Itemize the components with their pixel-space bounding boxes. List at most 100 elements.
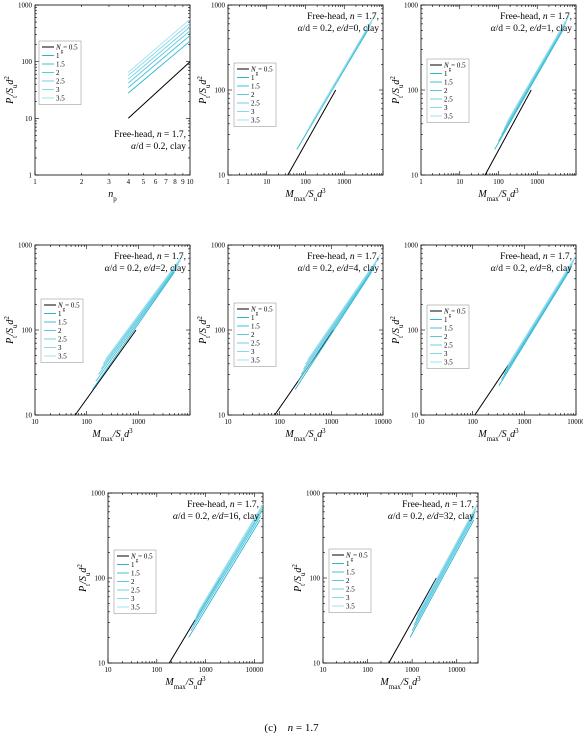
y-tick-label: 1000 (91, 490, 106, 498)
legend-label-2: 1 (346, 560, 350, 568)
x-tick-label: 10 (187, 178, 195, 186)
legend-label-4: 2 (251, 331, 255, 339)
x-tick-label: 1000 (405, 666, 420, 674)
y-tick-label: 1000 (18, 242, 33, 250)
x-axis-label: Mmax/Sud3 (164, 675, 206, 691)
series-line-7 (418, 503, 478, 613)
series-line-2 (92, 271, 175, 390)
series-line-7 (197, 503, 264, 613)
chart-panel-7: 10 100 1000 10000101001000Mmax/Sud3Pt/Sud2F… (76, 490, 264, 692)
series-line-3 (411, 515, 475, 631)
y-tick-label: 10 (218, 412, 226, 420)
series-line-3 (298, 267, 375, 382)
series-line-1 (74, 329, 137, 416)
annotation-line-2: α/d = 0.2, e/d=0, clay (298, 24, 380, 34)
series-line-3 (95, 267, 177, 382)
x-tick-label: 7 (164, 178, 168, 186)
x-tick-label: 100 (362, 666, 373, 674)
annotation-line-2: α/d = 0.2, e/d=32, clay (388, 512, 474, 522)
x-axis-label: Mmax/Sud3 (91, 427, 133, 443)
x-tick-label: 5 (142, 178, 146, 186)
x-tick-label: 10 (418, 418, 426, 426)
x-tick-label: 10 (263, 178, 271, 186)
legend-label-3: 1.5 (346, 568, 355, 576)
x-tick-label: 8 (173, 178, 177, 186)
x-axis-label: Mmax/Sud3 (284, 187, 326, 203)
y-tick-label: 1000 (306, 490, 321, 498)
series-line-2 (128, 40, 191, 94)
x-tick-label: 2 (80, 178, 84, 186)
legend-label-5: 2.5 (131, 586, 140, 594)
series-line-1 (287, 89, 337, 176)
legend-label-5: 2.5 (444, 341, 453, 349)
series-line-5 (100, 260, 181, 370)
legend-label-6: 3 (251, 108, 255, 116)
series-line-1 (127, 61, 191, 119)
annotation-line-1: Free-head, n = 1.7, (307, 252, 379, 262)
legend-label-5: 2.5 (56, 77, 65, 85)
legend-label-1: Ng= 0.5 (345, 551, 368, 562)
y-axis-label: Pt/Sud2 (76, 564, 92, 593)
y-tick-label: 10 (411, 172, 419, 180)
y-axis-label: Pt/Sud2 (196, 316, 212, 345)
chart-panel-4: 10 100 1000101001000Mmax/Sud3Pt/Sud2Free-h… (3, 242, 191, 443)
series-line-4 (98, 263, 179, 375)
plot-frame (34, 4, 191, 176)
series-line-2 (494, 30, 563, 150)
series-line-5 (303, 260, 378, 370)
legend-label-6: 3 (444, 350, 448, 358)
legend-label-3: 1.5 (444, 324, 453, 332)
x-tick-label: 1000 (324, 418, 339, 426)
series-line-3 (498, 26, 565, 142)
legend-label-7: 3.5 (56, 94, 65, 102)
legend-label-2: 1 (131, 561, 135, 569)
annotation-line-2: α/d = 0.2, e/d=16, clay (173, 512, 259, 522)
y-tick-label: 1000 (18, 2, 33, 10)
legend-label-7: 3.5 (251, 116, 260, 124)
x-tick-label: 10000 (374, 418, 392, 426)
series-line-7 (105, 253, 184, 360)
legend-label-6: 3 (444, 104, 448, 112)
y-tick-label: 100 (95, 575, 106, 583)
x-axis-label: Mmax/Sud3 (379, 675, 421, 691)
legend-label-4: 2 (251, 91, 255, 99)
x-tick-label: 100 (152, 666, 163, 674)
x-tick-label: 1000 (131, 418, 146, 426)
series-line-4 (413, 511, 476, 626)
legend-label-6: 3 (58, 344, 62, 352)
y-axis-label: Pt/Sud2 (389, 76, 405, 105)
legend-label-4: 2 (58, 327, 62, 335)
legend-label-5: 2.5 (251, 339, 260, 347)
y-axis-label: Pt/Sud2 (291, 564, 307, 593)
x-tick-label: 1 (419, 178, 423, 186)
x-tick-label: 10 (320, 666, 328, 674)
series-line-4 (192, 511, 262, 626)
chart-panel-8: 10 100 1000 10000101001000Mmax/Sud3Pt/Sud2F… (291, 490, 479, 691)
y-tick-label: 1000 (404, 242, 419, 250)
series-line-6 (416, 505, 478, 616)
y-tick-label: 100 (22, 327, 33, 335)
chart-panel-1: 1 2 3 4 5 6 7 8 9 101101001000npPt/Sud2Free-head,… (3, 2, 194, 204)
legend-label-4: 2 (444, 87, 448, 95)
legend-label-2: 1 (444, 316, 448, 324)
x-tick-label: 1 (33, 178, 37, 186)
x-tick-label: 100 (274, 418, 285, 426)
legend: Ng= 0.511.522.533.5 (38, 40, 82, 105)
series-line-1 (388, 577, 437, 664)
x-axis-label: Mmax/Sud3 (284, 427, 326, 443)
y-axis-label: Pt/Sud2 (3, 316, 19, 345)
annotation-line-1: Free-head, n = 1.7, (402, 500, 474, 510)
annotation-line-1: Free-head, n = 1.7, (187, 500, 259, 510)
series-line-3 (190, 515, 262, 631)
y-tick-label: 100 (215, 327, 226, 335)
annotation-line-1: Free-head, n = 1.7, (307, 12, 379, 22)
legend-label-5: 2.5 (444, 95, 453, 103)
chart-panel-3: 1 10 100 1000101001000Mmax/Sud3Pt/Sud2Free-… (389, 2, 577, 203)
y-tick-label: 100 (408, 87, 419, 95)
x-tick-label: 9 (181, 178, 185, 186)
legend-label-7: 3.5 (131, 603, 140, 611)
legend-label-7: 3.5 (346, 602, 355, 610)
legend-label-3: 1.5 (444, 78, 453, 86)
series-line-6 (196, 505, 264, 616)
